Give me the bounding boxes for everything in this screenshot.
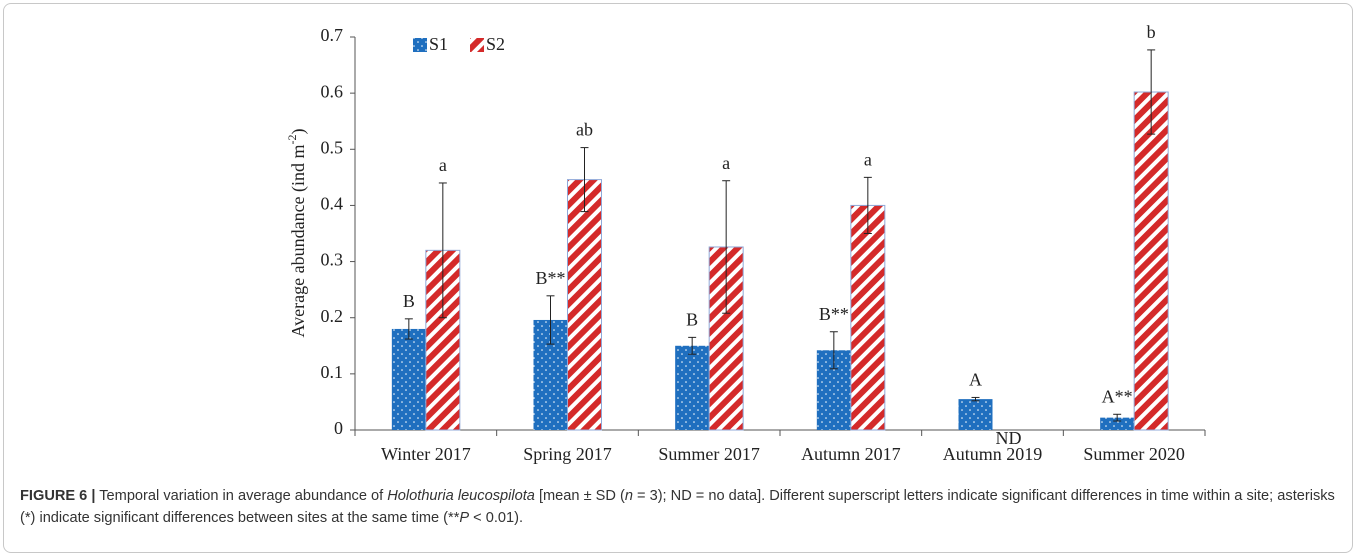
y-tick-label: 0.4	[321, 194, 344, 214]
bar	[958, 399, 993, 430]
significance-label: B**	[535, 268, 565, 288]
bar	[1100, 417, 1135, 430]
caption: FIGURE 6 | Temporal variation in average…	[20, 485, 1345, 529]
caption-text: n	[624, 488, 633, 504]
bar	[850, 204, 886, 431]
significance-label: A	[969, 370, 982, 390]
significance-label: ab	[576, 120, 593, 140]
x-tick-label: Autumn 2019	[943, 444, 1043, 464]
caption-text: = 3); ND = no data]. Different superscri…	[20, 488, 1335, 526]
significance-label: A**	[1102, 386, 1133, 406]
significance-label: B	[403, 291, 415, 311]
y-tick-label: 0	[334, 418, 343, 438]
caption-text: Holothuria leucospilota	[387, 488, 535, 504]
legend-swatch	[413, 38, 427, 52]
y-tick-label: 0.7	[321, 25, 344, 45]
legend-label: S1	[429, 34, 448, 54]
x-tick-label: Summer 2020	[1083, 444, 1185, 464]
bar	[567, 179, 602, 431]
significance-label: b	[1147, 22, 1156, 42]
x-tick-label: Summer 2017	[658, 444, 760, 464]
bar	[1133, 91, 1169, 431]
y-tick-label: 0.3	[321, 250, 344, 270]
bar	[391, 328, 426, 430]
y-tick-label: 0.1	[321, 362, 344, 382]
significance-label: B	[686, 309, 698, 329]
y-axis-label: Average abundance (ind m-2)	[285, 128, 309, 337]
x-tick-label: Winter 2017	[381, 444, 471, 464]
x-tick-label: Spring 2017	[523, 444, 612, 464]
caption-text: Temporal variation in average abundance …	[95, 488, 388, 504]
chart: Average abundance (ind m-2) 0 0.1 0.2 0.3 0.…	[285, 22, 1206, 464]
figure-frame	[3, 3, 1353, 553]
caption-label: FIGURE 6 |	[20, 488, 96, 504]
significance-label: a	[439, 155, 447, 175]
y-tick-label: 0.5	[321, 137, 344, 157]
legend-swatch	[470, 38, 485, 52]
y-label-text: Average abundance (ind m	[288, 144, 309, 337]
y-tick-label: 0.2	[321, 306, 344, 326]
y-tick-label: 0.6	[321, 81, 344, 101]
caption-text: [mean ± SD (	[534, 488, 625, 504]
y-label-sup: -2	[285, 134, 299, 144]
x-tick-label: Autumn 2017	[801, 444, 901, 464]
caption-text: P	[459, 510, 470, 526]
significance-label: B**	[819, 304, 849, 324]
legend-label: S2	[486, 34, 505, 54]
significance-label: a	[722, 153, 730, 173]
bar	[675, 345, 710, 430]
caption-text: < 0.01).	[469, 510, 524, 526]
significance-label: a	[864, 149, 872, 169]
y-label-text: )	[288, 128, 309, 134]
annotation: ND	[996, 428, 1022, 448]
